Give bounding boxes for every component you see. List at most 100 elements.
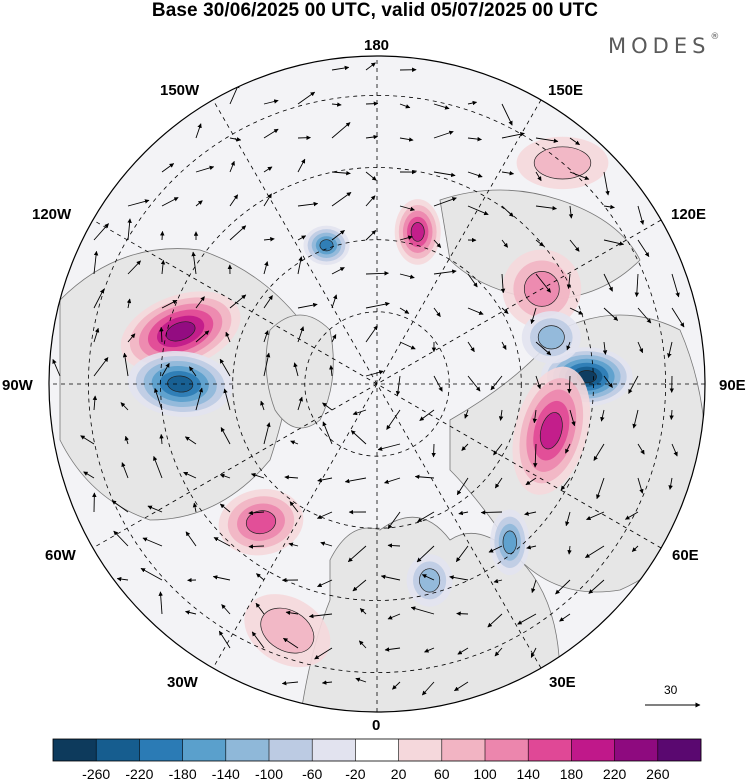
colorbar-swatch bbox=[571, 739, 615, 761]
colorbar-swatch bbox=[657, 739, 702, 761]
colorbar-tick-label: 100 bbox=[473, 766, 497, 782]
wind-vector bbox=[365, 301, 390, 309]
wind-vector bbox=[218, 630, 231, 649]
wind-vector bbox=[331, 294, 338, 309]
wind-vector bbox=[250, 473, 265, 479]
wind-vector bbox=[395, 375, 401, 396]
wind-vector bbox=[637, 239, 650, 257]
wind-vector bbox=[297, 158, 306, 173]
wind-vector bbox=[566, 341, 571, 351]
wind-vector bbox=[467, 341, 475, 353]
wind-vector bbox=[637, 307, 652, 324]
wind-vector bbox=[524, 511, 537, 516]
wind-vector bbox=[501, 170, 515, 176]
colorbar-swatch bbox=[528, 739, 572, 761]
wind-vector bbox=[297, 235, 307, 241]
wind-vector bbox=[603, 307, 619, 321]
colorbar-tick-label: 60 bbox=[434, 766, 450, 782]
wind-vector bbox=[248, 544, 265, 549]
anomaly-contour bbox=[410, 222, 425, 242]
lon-label-60e: 60E bbox=[672, 547, 699, 564]
wind-vector bbox=[531, 579, 537, 594]
wind-vector bbox=[127, 199, 150, 207]
wind-vector bbox=[494, 647, 503, 657]
wind-vector bbox=[488, 545, 503, 553]
wind-vector bbox=[490, 375, 503, 391]
wind-vector bbox=[127, 333, 136, 343]
wind-vector bbox=[433, 375, 443, 392]
wind-vector bbox=[480, 510, 503, 515]
colorbar-tick-label: -260 bbox=[82, 766, 111, 782]
wind-vector bbox=[159, 433, 164, 445]
wind-vector bbox=[467, 205, 489, 216]
wind-vector bbox=[161, 362, 170, 377]
wind-vector bbox=[559, 613, 571, 622]
colorbar-tick-label: -60 bbox=[302, 766, 323, 782]
colorbar-swatch bbox=[182, 739, 227, 761]
wind-vector bbox=[586, 511, 605, 521]
wind-vector bbox=[567, 545, 572, 555]
wind-vector bbox=[464, 409, 469, 419]
wind-vector bbox=[183, 471, 197, 479]
wind-vector bbox=[625, 511, 639, 520]
colorbar-tick-label: 140 bbox=[516, 766, 540, 782]
wind-vector bbox=[159, 326, 164, 343]
lon-label-180: 180 bbox=[364, 37, 390, 54]
wind-vector bbox=[263, 166, 273, 173]
wind-vector bbox=[600, 409, 605, 422]
registered-mark: ® bbox=[710, 32, 720, 42]
wind-vector bbox=[467, 171, 483, 178]
wind-vector bbox=[297, 256, 303, 275]
wind-vector bbox=[229, 160, 235, 173]
latitude-circle bbox=[232, 239, 522, 529]
anomaly-contour bbox=[502, 530, 517, 555]
wind-vector bbox=[399, 205, 415, 212]
colorbar-tick-label: -180 bbox=[168, 766, 197, 782]
wind-vector bbox=[297, 326, 305, 343]
wind-vector bbox=[433, 269, 457, 275]
wind-vector bbox=[320, 541, 333, 547]
wind-vector bbox=[631, 545, 639, 552]
wind-vector bbox=[535, 171, 542, 182]
wind-vector bbox=[121, 462, 129, 479]
wind-vector bbox=[308, 613, 333, 619]
wind-vector bbox=[493, 578, 503, 584]
wind-vector bbox=[297, 201, 319, 207]
wind-vector bbox=[195, 330, 210, 343]
wind-vector bbox=[603, 171, 610, 196]
map-outline bbox=[48, 55, 706, 713]
wind-vector bbox=[263, 128, 279, 139]
meridian-line bbox=[212, 99, 542, 669]
wind-vector bbox=[532, 409, 538, 424]
wind-vector bbox=[195, 200, 203, 207]
wind-vector bbox=[588, 579, 605, 594]
wind-vector bbox=[384, 477, 401, 484]
wind-vector bbox=[365, 271, 389, 276]
wind-vector bbox=[628, 375, 639, 394]
wind-vector bbox=[593, 443, 605, 461]
wind-vector bbox=[113, 530, 129, 547]
wind-vector bbox=[458, 510, 469, 516]
wind-vector bbox=[127, 218, 132, 241]
wind-vector bbox=[160, 259, 166, 275]
wind-vector bbox=[219, 358, 231, 377]
wind-vector bbox=[585, 545, 605, 558]
wind-vector bbox=[569, 409, 576, 427]
wind-vector bbox=[147, 505, 163, 513]
wind-vector bbox=[219, 503, 231, 513]
brand-name: MODES bbox=[608, 34, 711, 58]
wind-vector bbox=[355, 677, 367, 683]
wind-vector bbox=[185, 531, 197, 547]
wind-vector bbox=[433, 103, 450, 110]
wind-vector bbox=[212, 575, 231, 581]
wind-vector bbox=[565, 443, 571, 454]
wind-vector bbox=[501, 103, 513, 126]
wind-vector bbox=[314, 647, 333, 660]
wind-vector bbox=[263, 237, 275, 242]
wind-vector bbox=[142, 537, 163, 547]
wind-vector bbox=[387, 511, 401, 530]
wind-vector bbox=[433, 171, 456, 178]
wind-vector bbox=[671, 273, 680, 298]
wind-vector bbox=[126, 298, 132, 309]
wind-vector bbox=[560, 477, 571, 491]
